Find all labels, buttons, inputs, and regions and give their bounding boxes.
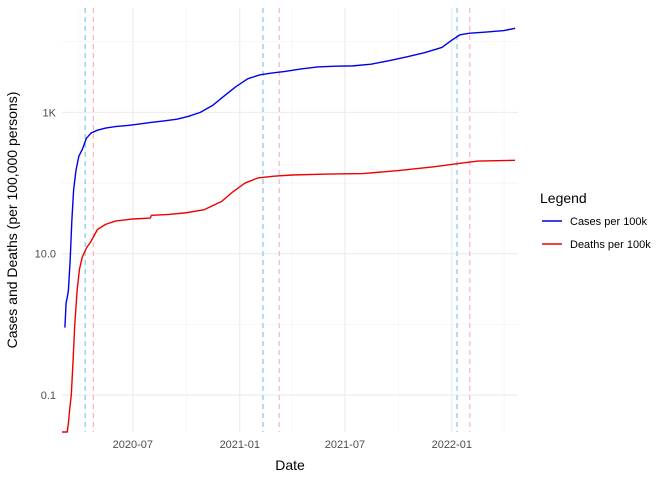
x-tick-label: 2021-07 [325,439,365,451]
x-axis-ticks: 2020-07 2021-01 2021-07 2022-01 [113,439,472,451]
legend-label-cases: Cases per 100k [570,216,648,228]
y-axis-title: Cases and Deaths (per 100,000 persons) [4,92,20,349]
legend-label-deaths: Deaths per 100k [570,239,651,251]
reference-lines [84,8,471,432]
series-line-cases [64,27,516,328]
y-axis-ticks: 0.1 10.0 1K [35,107,57,402]
x-tick-label: 2020-07 [113,439,153,451]
legend: Legend Cases per 100k Deaths per 100k [540,190,651,251]
x-tick-label: 2021-01 [220,439,260,451]
legend-title: Legend [540,190,587,206]
series-layer [62,27,516,433]
x-axis-title: Date [275,457,305,473]
y-tick-label: 1K [43,107,57,119]
grid-major [62,8,518,432]
y-tick-label: 10.0 [35,249,56,261]
x-tick-label: 2022-01 [432,439,472,451]
grid-minor [62,8,518,432]
series-line-deaths [62,159,516,433]
y-tick-label: 0.1 [41,390,56,402]
